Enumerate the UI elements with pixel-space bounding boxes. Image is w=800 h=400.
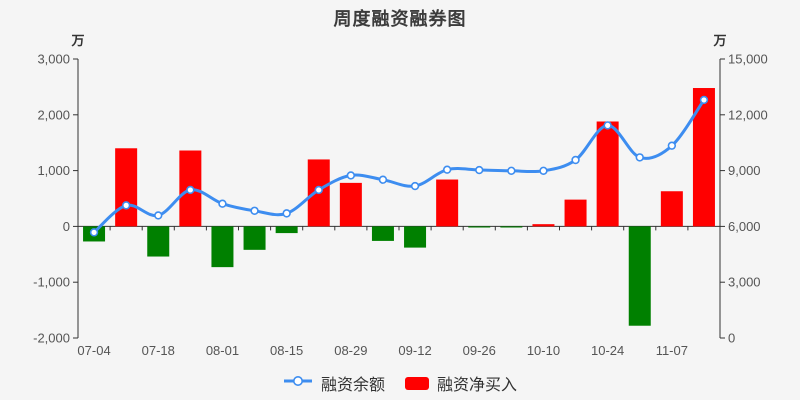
net-buy-bar[interactable] <box>404 226 427 248</box>
left-axis-unit-label: 万 <box>71 33 85 48</box>
legend-item-financing-balance[interactable]: 融资余额 <box>283 371 385 395</box>
financing-balance-point[interactable] <box>475 165 484 175</box>
bar-series-marker-icon <box>405 376 429 390</box>
net-buy-bar[interactable] <box>564 199 587 227</box>
x-axis-tick-label: 07-04 <box>77 343 110 358</box>
net-buy-bar[interactable] <box>660 191 683 227</box>
net-buy-bar[interactable] <box>596 121 619 227</box>
net-buy-bar[interactable] <box>115 148 138 227</box>
net-buy-bar[interactable] <box>243 226 266 250</box>
chart-title: 周度融资融券图 <box>333 9 467 29</box>
financing-balance-point[interactable] <box>282 209 291 218</box>
line-series-marker-icon <box>283 374 313 393</box>
legend-label-financing-balance: 融资余额 <box>320 377 385 394</box>
net-buy-bar[interactable] <box>628 226 651 326</box>
net-buy-bar[interactable] <box>211 226 234 268</box>
financing-balance-point[interactable] <box>603 121 612 130</box>
net-buy-bar[interactable] <box>468 226 491 228</box>
financing-balance-point[interactable] <box>539 166 548 175</box>
right-axis-tick-label: 6,000 <box>728 219 761 234</box>
financing-balance-point[interactable] <box>699 95 709 105</box>
x-axis-tick-label: 10-10 <box>527 343 560 358</box>
financing-balance-point[interactable] <box>571 155 580 165</box>
financing-balance-point[interactable] <box>250 206 259 215</box>
financing-balance-point[interactable] <box>507 166 516 175</box>
financing-balance-point[interactable] <box>346 171 356 180</box>
financing-balance-point[interactable] <box>635 153 644 162</box>
x-axis-tick-label: 08-15 <box>270 343 303 358</box>
legend-item-net-buy[interactable]: 融资净买入 <box>405 371 517 395</box>
financing-balance-point[interactable] <box>121 201 131 210</box>
left-axis-tick-label: 2,000 <box>37 107 70 122</box>
x-axis-tick-label: 09-12 <box>398 343 431 358</box>
net-buy-bar[interactable] <box>371 226 394 241</box>
financing-balance-point[interactable] <box>186 185 195 195</box>
left-axis-tick-label: 3,000 <box>37 52 70 67</box>
x-axis-tick-label: 09-26 <box>463 343 496 358</box>
net-buy-bar[interactable] <box>500 226 523 228</box>
financing-balance-point[interactable] <box>410 181 420 191</box>
x-axis-tick-label: 08-29 <box>334 343 367 358</box>
x-axis-tick-label: 08-01 <box>206 343 239 358</box>
financing-balance-point[interactable] <box>378 175 388 184</box>
left-axis-tick-label: 0 <box>63 219 70 234</box>
left-axis-tick-label: -2,000 <box>33 331 70 346</box>
net-buy-bar[interactable] <box>436 179 459 227</box>
left-axis-tick-label: -1,000 <box>33 275 70 290</box>
financing-balance-point[interactable] <box>314 185 323 195</box>
right-axis-tick-label: 15,000 <box>728 52 768 67</box>
financing-balance-point[interactable] <box>89 228 99 237</box>
right-axis-tick-label: 3,000 <box>728 275 761 290</box>
net-buy-bar[interactable] <box>532 224 555 227</box>
net-buy-bar[interactable] <box>275 226 298 234</box>
net-buy-bar[interactable] <box>692 88 715 227</box>
x-axis-tick-label: 10-24 <box>591 343 624 358</box>
financing-balance-point[interactable] <box>218 199 227 208</box>
financing-balance-point[interactable] <box>442 165 452 174</box>
net-buy-bar[interactable] <box>147 226 170 257</box>
right-axis-tick-label: 12,000 <box>728 107 768 122</box>
left-axis-tick-label: 1,000 <box>37 163 70 178</box>
financing-balance-point[interactable] <box>667 141 677 150</box>
legend-label-net-buy: 融资净买入 <box>437 377 518 394</box>
x-axis-tick-label: 11-07 <box>656 343 688 358</box>
financing-balance-point[interactable] <box>154 211 163 220</box>
net-buy-bar[interactable] <box>339 182 362 227</box>
x-axis-tick-label: 07-18 <box>142 343 175 358</box>
right-axis-tick-label: 0 <box>728 331 735 346</box>
legend: 融资余额 融资净买入 <box>0 371 800 395</box>
right-axis-unit-label: 万 <box>713 33 727 48</box>
right-axis-tick-label: 9,000 <box>728 163 761 178</box>
